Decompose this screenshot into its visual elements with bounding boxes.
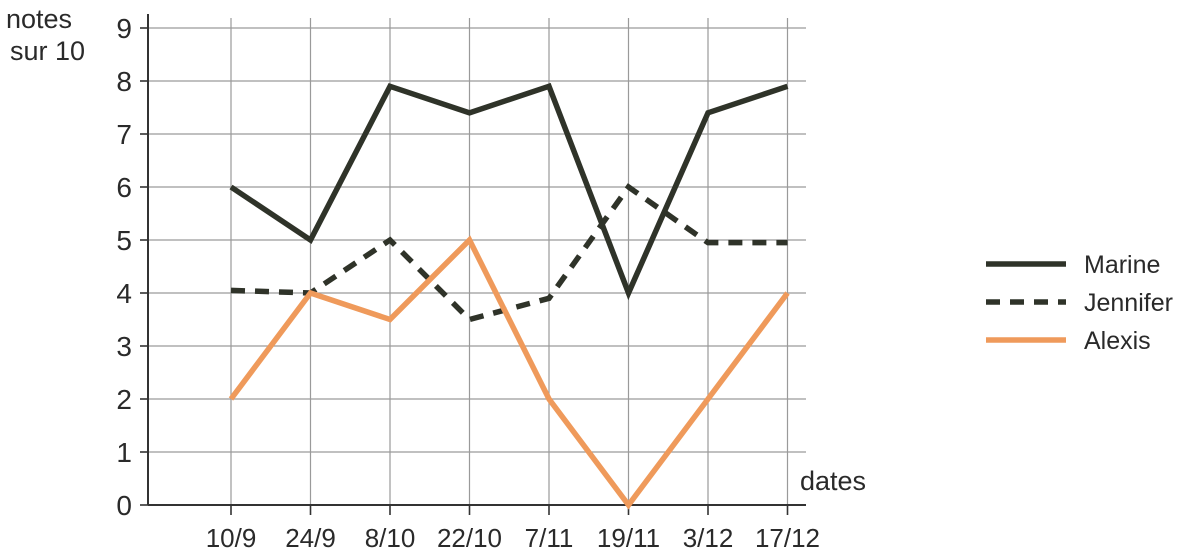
- data-point-marine: [467, 110, 473, 116]
- data-point-jennifer: [785, 240, 791, 246]
- data-point-alexis: [308, 290, 314, 296]
- series-line-alexis: [228, 235, 790, 510]
- y-tick-label: 9: [116, 13, 132, 44]
- data-point-alexis: [228, 396, 234, 402]
- data-point-jennifer: [387, 237, 393, 243]
- data-point-marine: [308, 237, 314, 243]
- y-tick-label: 8: [116, 66, 132, 97]
- data-point-marine: [546, 83, 552, 89]
- grid: [148, 18, 806, 505]
- ticks: 0 1 2 3 4 5 6 7 8 9 10/9 24/9 8/10 22/10 7/11 19/11 3/12…: [116, 13, 820, 553]
- data-point-alexis: [626, 502, 632, 508]
- y-axis-label-line2: sur 10: [10, 36, 85, 66]
- y-tick-label: 1: [116, 437, 132, 468]
- y-tick-label: 5: [116, 225, 132, 256]
- x-tick-label: 3/12: [683, 523, 734, 552]
- data-point-jennifer: [228, 287, 234, 293]
- axes: [147, 14, 806, 506]
- series-line-jennifer: [230, 183, 788, 323]
- legend-label-marine: Marine: [1084, 251, 1160, 279]
- data-point-alexis: [705, 396, 711, 402]
- y-tick-label: 6: [116, 172, 132, 203]
- x-tick-label: 10/9: [206, 523, 257, 552]
- x-axis-label: dates: [800, 466, 866, 496]
- x-tick-label: 22/10: [437, 523, 502, 552]
- data-point-marine: [785, 83, 791, 89]
- data-point-marine: [387, 83, 393, 89]
- x-tick-label: 19/11: [597, 523, 660, 552]
- y-axis-label-line1: notes: [6, 4, 72, 34]
- legend: Marine Jennifer Alexis: [986, 251, 1173, 355]
- data-point-alexis: [467, 237, 473, 243]
- x-tick-label: 17/12: [755, 523, 820, 552]
- y-tick-label: 0: [116, 490, 132, 521]
- legend-label-jennifer: Jennifer: [1084, 289, 1173, 317]
- data-point-marine: [228, 184, 234, 190]
- legend-label-alexis: Alexis: [1084, 327, 1151, 355]
- data-point-marine: [626, 290, 632, 296]
- data-point-alexis: [546, 396, 552, 402]
- series-line-marine: [229, 82, 789, 301]
- x-tick-label: 24/9: [285, 523, 336, 552]
- data-point-alexis: [785, 290, 791, 296]
- data-point-jennifer: [546, 295, 552, 301]
- y-tick-label: 2: [116, 384, 132, 415]
- data-point-jennifer: [705, 240, 711, 246]
- series-lines: [228, 82, 791, 510]
- x-tick-label: 7/11: [525, 523, 574, 552]
- data-point-alexis: [387, 317, 393, 323]
- data-point-jennifer: [626, 184, 632, 190]
- y-tick-label: 3: [116, 331, 132, 362]
- data-point-jennifer: [467, 317, 473, 323]
- y-tick-label: 7: [116, 119, 132, 150]
- y-tick-label: 4: [116, 278, 132, 309]
- data-point-marine: [705, 110, 711, 116]
- x-tick-label: 8/10: [365, 523, 416, 552]
